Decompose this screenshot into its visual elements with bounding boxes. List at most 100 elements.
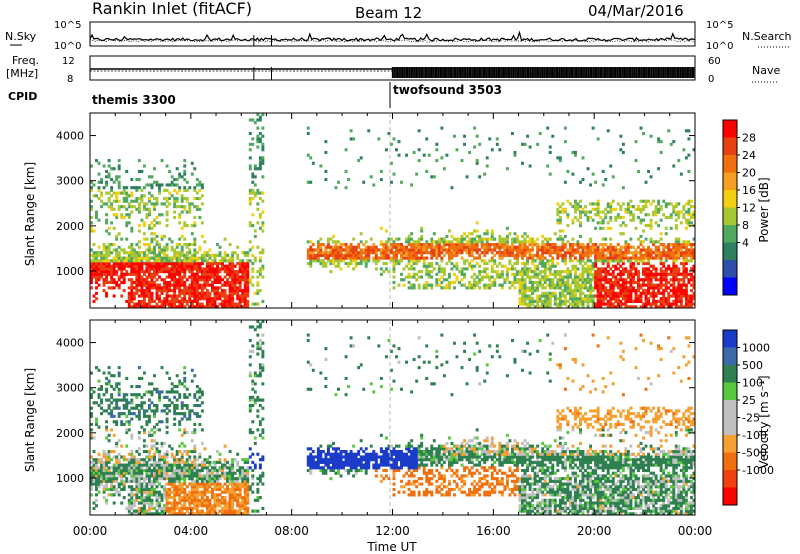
heatmap-cell: [631, 253, 635, 257]
heatmap-cell: [117, 466, 121, 470]
heatmap-cell: [195, 267, 199, 271]
heatmap-cell: [127, 479, 131, 483]
heatmap-cell: [180, 302, 184, 306]
heatmap-cell: [357, 253, 361, 257]
heatmap-cell: [657, 286, 661, 290]
heatmap-cell: [105, 485, 109, 489]
heatmap-cell: [437, 270, 441, 274]
heatmap-cell: [644, 251, 648, 255]
heatmap-cell: [500, 240, 504, 244]
heatmap-cell: [664, 259, 668, 263]
heatmap-cell: [382, 270, 386, 274]
heatmap-cell: [579, 253, 582, 257]
heatmap-cell: [208, 261, 212, 266]
heatmap-cell: [574, 272, 577, 276]
heatmap-cell: [621, 302, 625, 306]
heatmap-cell: [145, 291, 149, 295]
heatmap-cell: [130, 259, 134, 263]
heatmap-cell: [140, 305, 144, 309]
heatmap-cell: [311, 259, 315, 263]
heatmap-cell: [238, 294, 242, 298]
heatmap-cell: [647, 289, 651, 293]
heatmap-cell: [576, 283, 580, 287]
heatmap-cell: [465, 259, 469, 263]
heatmap-cell: [115, 283, 119, 287]
heatmap-cell: [508, 286, 512, 290]
heatmap-cell: [258, 131, 262, 136]
heatmap-cell: [95, 194, 98, 198]
heatmap-cell: [659, 270, 663, 274]
heatmap-cell: [667, 248, 671, 252]
heatmap-cell: [692, 251, 696, 255]
heatmap-cell: [311, 256, 315, 260]
heatmap-cell: [200, 272, 204, 276]
heatmap-cell: [523, 253, 527, 257]
heatmap-cell: [130, 243, 134, 247]
heatmap-cell: [238, 299, 242, 303]
heatmap-cell: [652, 243, 656, 247]
heatmap-cell: [140, 302, 144, 306]
heatmap-cell: [463, 237, 466, 241]
heatmap-cell: [334, 259, 338, 263]
heatmap-cell: [246, 278, 250, 282]
heatmap-cell: [647, 270, 651, 274]
heatmap-cell: [674, 213, 678, 217]
heatmap-cell: [395, 248, 398, 252]
power-colorbar-swatch: [723, 120, 737, 138]
heatmap-cell: [619, 278, 623, 282]
heatmap-cell: [432, 232, 436, 236]
heatmap-cell: [367, 245, 371, 249]
heatmap-cell: [558, 218, 562, 222]
heatmap-cell: [112, 267, 116, 271]
heatmap-cell: [672, 205, 676, 209]
heatmap-cell: [349, 251, 353, 255]
heatmap-cell: [490, 248, 494, 252]
heatmap-cell: [238, 264, 242, 268]
heatmap-cell: [644, 270, 648, 274]
heatmap-cell: [193, 221, 197, 225]
heatmap-cell: [657, 207, 661, 211]
heatmap-cell: [208, 264, 212, 268]
heatmap-cell: [619, 289, 623, 293]
heatmap-cell: [516, 251, 519, 255]
heatmap-cell: [589, 286, 593, 290]
heatmap-cell: [142, 412, 146, 416]
heatmap-cell: [475, 261, 479, 266]
heatmap-cell: [188, 270, 192, 274]
heatmap-cell: [674, 243, 678, 247]
heatmap-cell: [526, 305, 530, 309]
heatmap-cell: [422, 283, 426, 287]
heatmap-cell: [430, 261, 434, 266]
heatmap-cell: [122, 487, 126, 492]
heatmap-cell: [543, 264, 547, 268]
heatmap-cell: [334, 240, 338, 244]
heatmap-cell: [110, 194, 114, 198]
heatmap-cell: [642, 131, 645, 136]
heatmap-cell: [135, 305, 139, 309]
heatmap-cell: [90, 466, 93, 470]
heatmap-cell: [546, 283, 550, 287]
heatmap-cell: [155, 387, 159, 391]
heatmap-cell: [667, 215, 671, 220]
heatmap-cell: [679, 299, 683, 303]
heatmap-cell: [105, 460, 109, 464]
heatmap-cell: [505, 240, 509, 244]
heatmap-cell: [135, 512, 139, 516]
heatmap-cell: [90, 433, 93, 437]
heatmap-cell: [596, 280, 600, 285]
heatmap-cell: [132, 460, 136, 464]
heatmap-cell: [117, 253, 121, 257]
heatmap-cell: [125, 256, 129, 260]
heatmap-cell: [97, 161, 101, 165]
heatmap-cell: [241, 267, 245, 271]
heatmap-cell: [546, 291, 550, 295]
heatmap-cell: [155, 221, 159, 225]
heatmap-cell: [198, 294, 202, 298]
heatmap-cell: [153, 414, 156, 418]
heatmap-cell: [541, 243, 545, 247]
heatmap-cell: [256, 221, 260, 225]
heatmap-cell: [112, 180, 116, 184]
heatmap-cell: [631, 245, 635, 249]
heatmap-cell: [629, 237, 633, 241]
